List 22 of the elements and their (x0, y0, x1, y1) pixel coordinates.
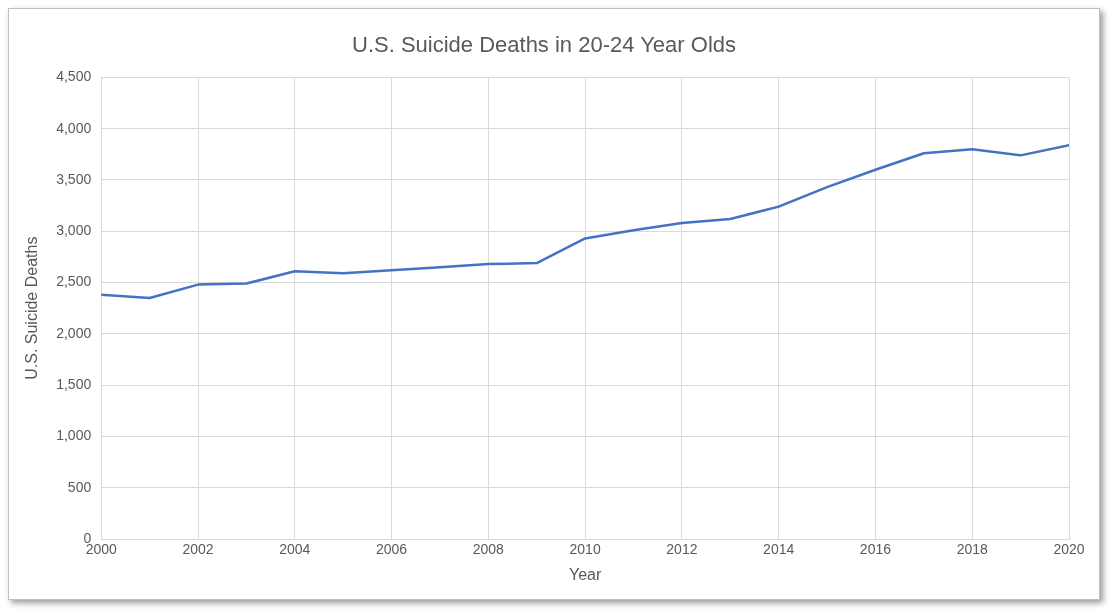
y-tick-label: 1,500 (56, 375, 92, 392)
x-tick-label: 2018 (956, 541, 988, 558)
x-tick-label: 2014 (763, 541, 795, 558)
x-tick-label: 2006 (375, 541, 408, 558)
y-tick-label: 2,000 (56, 324, 92, 341)
x-axis-title: Year (568, 565, 602, 583)
x-tick-label: 2010 (569, 541, 601, 558)
x-tick-label: 2012 (666, 541, 698, 558)
chart-title: U.S. Suicide Deaths in 20-24 Year Olds (351, 32, 737, 58)
x-tick-label: 2002 (182, 541, 214, 558)
y-tick-label: 1,000 (56, 427, 92, 444)
x-tick-label: 2004 (279, 541, 311, 558)
y-tick-label: 3,500 (56, 170, 92, 187)
x-tick-label: 2020 (1053, 541, 1085, 558)
y-tick-label: 500 (67, 478, 92, 495)
y-tick-label: 3,000 (56, 222, 92, 239)
y-tick-label: 4,000 (56, 119, 92, 136)
x-tick-label: 2016 (859, 541, 892, 558)
y-axis-title: U.S. Suicide Deaths (23, 236, 41, 380)
y-tick-label: 4,500 (56, 68, 92, 85)
y-tick-label: 2,500 (56, 273, 92, 290)
x-tick-label: 2008 (472, 541, 505, 558)
